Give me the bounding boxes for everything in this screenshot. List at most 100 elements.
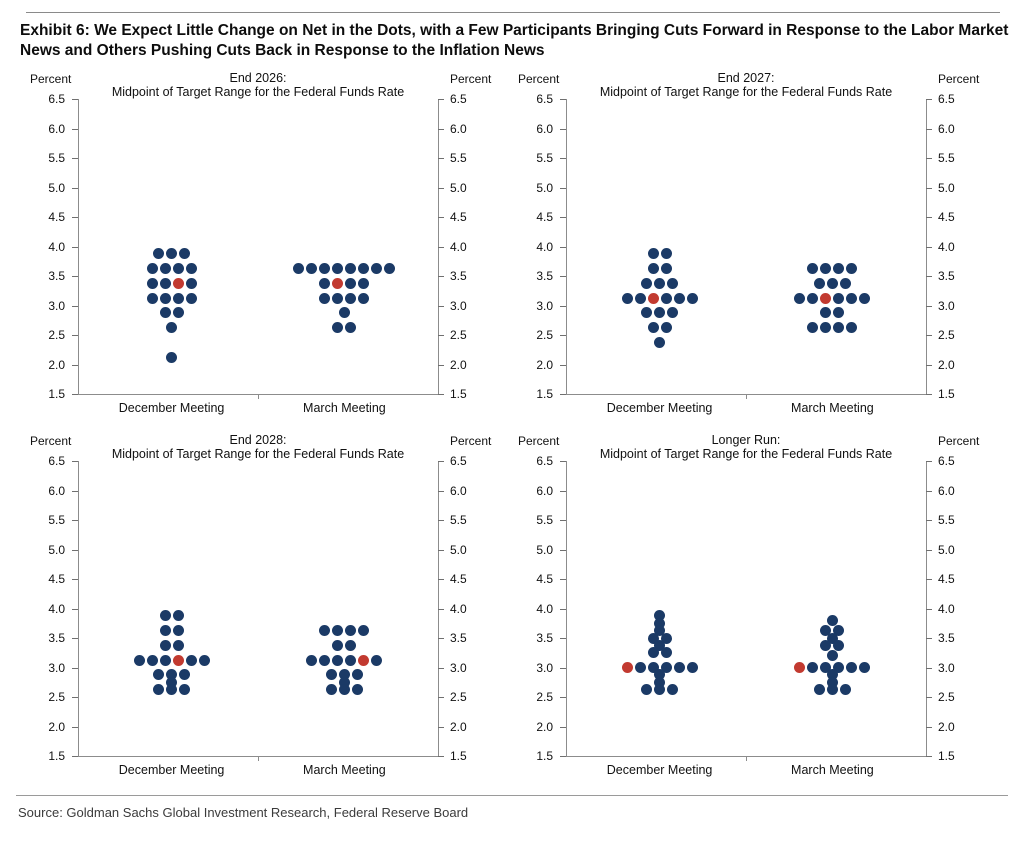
participant-dot bbox=[159, 277, 171, 289]
y-tick-right bbox=[926, 667, 932, 669]
x-category-label: December Meeting bbox=[118, 763, 225, 777]
panel-subtitle: Midpoint of Target Range for the Federal… bbox=[599, 447, 893, 461]
participant-dot bbox=[820, 263, 832, 275]
y-tick-label-right: 4.5 bbox=[938, 210, 955, 224]
y-tick-label-left: 6.0 bbox=[48, 483, 65, 498]
participant-dot bbox=[839, 684, 851, 696]
y-tick-label-left: 2.5 bbox=[48, 690, 65, 704]
y-tick-label-right: 2.0 bbox=[938, 719, 955, 734]
participant-dot bbox=[667, 684, 679, 696]
panel-subtitle: Midpoint of Target Range for the Federal… bbox=[599, 85, 893, 99]
y-tick-left bbox=[72, 246, 78, 248]
participant-dot bbox=[660, 248, 672, 260]
participant-dot bbox=[833, 639, 845, 651]
participant-dot bbox=[846, 322, 858, 334]
y-tick-left bbox=[560, 217, 566, 219]
participant-dot bbox=[826, 650, 838, 662]
participant-dot bbox=[820, 639, 832, 651]
y-tick-left bbox=[560, 461, 566, 463]
y-axis-unit-left: Percent bbox=[518, 72, 560, 86]
participant-dot bbox=[833, 307, 845, 319]
y-tick-left bbox=[560, 246, 566, 248]
participant-dot bbox=[667, 307, 679, 319]
participant-dot bbox=[351, 669, 363, 681]
median-dot-red bbox=[820, 292, 832, 304]
participant-dot bbox=[306, 654, 318, 666]
x-category-label: March Meeting bbox=[791, 401, 874, 415]
participant-dot bbox=[345, 625, 357, 637]
panel-title: End 2028: bbox=[229, 433, 287, 447]
participant-dot bbox=[826, 614, 838, 626]
y-tick-left bbox=[72, 638, 78, 640]
y-tick-right bbox=[926, 697, 932, 699]
participant-dot bbox=[833, 322, 845, 334]
y-tick-left bbox=[72, 128, 78, 130]
y-tick-left bbox=[560, 364, 566, 366]
y-tick-label-left: 3.0 bbox=[48, 660, 65, 675]
y-tick-label-right: 2.0 bbox=[450, 719, 467, 734]
participant-dot bbox=[159, 292, 171, 304]
y-tick-left bbox=[560, 520, 566, 522]
y-tick-label-left: 2.0 bbox=[48, 357, 65, 372]
participant-dot bbox=[647, 632, 659, 644]
y-axis-left bbox=[78, 461, 80, 756]
participant-dot bbox=[654, 336, 666, 348]
participant-dot bbox=[826, 676, 838, 688]
y-tick-label-right: 4.5 bbox=[450, 572, 467, 586]
y-tick-label-left: 5.0 bbox=[536, 542, 553, 557]
y-tick-right bbox=[926, 756, 932, 758]
participant-dot bbox=[358, 292, 370, 304]
y-tick-left bbox=[560, 608, 566, 610]
y-tick-label-left: 3.5 bbox=[48, 631, 65, 645]
participant-dot bbox=[660, 662, 672, 673]
participant-dot bbox=[153, 248, 165, 260]
participant-dot bbox=[159, 610, 171, 622]
y-tick-label-left: 6.0 bbox=[536, 483, 553, 498]
participant-dot bbox=[172, 292, 184, 304]
participant-dot bbox=[826, 684, 838, 696]
participant-dot bbox=[159, 307, 171, 319]
participant-dot bbox=[332, 263, 344, 275]
participant-dot bbox=[185, 654, 197, 666]
participant-dot bbox=[345, 639, 357, 651]
participant-dot bbox=[813, 684, 825, 696]
participant-dot bbox=[641, 684, 653, 696]
y-tick-label-right: 4.5 bbox=[938, 572, 955, 586]
y-tick-right bbox=[926, 158, 932, 160]
y-axis-unit-left: Percent bbox=[30, 72, 72, 86]
y-tick-label-left: 4.5 bbox=[48, 572, 65, 586]
participant-dot bbox=[345, 277, 357, 289]
participant-dot bbox=[172, 639, 184, 651]
participant-dot bbox=[338, 676, 350, 688]
panel-subtitle: Midpoint of Target Range for the Federal… bbox=[111, 85, 405, 99]
participant-dot bbox=[185, 263, 197, 275]
y-tick-right bbox=[438, 756, 444, 758]
x-axis-center-tick bbox=[258, 394, 260, 399]
y-axis-left bbox=[566, 461, 568, 756]
panel-longer-run: Percent Percent Longer Run: Midpoint of Tar… bbox=[518, 433, 998, 783]
participant-dot bbox=[351, 684, 363, 696]
y-tick-label-left: 1.5 bbox=[48, 749, 65, 763]
y-tick-right bbox=[438, 99, 444, 101]
y-tick-label-right: 5.5 bbox=[450, 513, 467, 527]
y-tick-left bbox=[560, 128, 566, 130]
participant-dot bbox=[660, 322, 672, 334]
y-tick-label-left: 4.5 bbox=[536, 572, 553, 586]
participant-dot bbox=[166, 351, 178, 363]
panel-title: End 2027: bbox=[717, 71, 775, 85]
y-axis-unit-left: Percent bbox=[30, 434, 72, 448]
y-tick-right bbox=[926, 490, 932, 492]
participant-dot bbox=[826, 632, 838, 644]
y-tick-label-left: 4.0 bbox=[536, 601, 553, 616]
y-tick-right bbox=[438, 608, 444, 610]
y-tick-left bbox=[560, 579, 566, 581]
participant-dot bbox=[673, 292, 685, 304]
participant-dot bbox=[634, 292, 646, 304]
y-tick-label-right: 3.5 bbox=[938, 631, 955, 645]
y-tick-label-left: 1.5 bbox=[536, 387, 553, 401]
participant-dot bbox=[634, 662, 646, 673]
y-tick-label-right: 4.0 bbox=[450, 239, 467, 254]
y-tick-label-right: 4.0 bbox=[450, 601, 467, 616]
participant-dot bbox=[179, 684, 191, 696]
y-tick-label-right: 5.5 bbox=[938, 513, 955, 527]
